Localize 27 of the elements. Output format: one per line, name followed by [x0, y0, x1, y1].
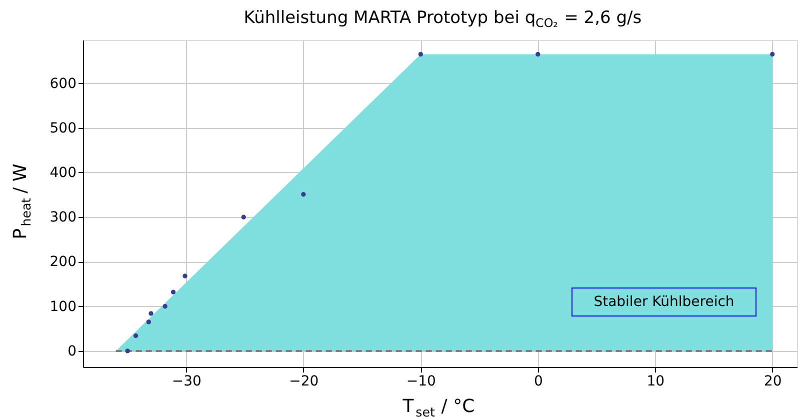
y-tick-label: 600 — [50, 76, 76, 92]
x-tick-label: 20 — [764, 374, 782, 390]
point — [536, 52, 540, 57]
x-tick-label: 10 — [646, 374, 665, 390]
y-tick-label: 200 — [50, 254, 76, 270]
y-tick-label: 300 — [50, 210, 76, 226]
point — [418, 52, 423, 57]
annotation: Stabiler Kühlbereich — [594, 294, 734, 310]
y-tick-label: 400 — [50, 164, 76, 181]
y-axis-title: Pheat / W — [10, 164, 34, 240]
point — [770, 52, 775, 57]
x-tick-label: −10 — [406, 374, 436, 390]
point — [133, 333, 138, 338]
point — [241, 214, 246, 220]
point — [182, 274, 188, 278]
x-tick-label: −30 — [172, 374, 202, 390]
x-tick-label: 0 — [534, 374, 543, 390]
point — [125, 348, 130, 354]
y-tick-label: 500 — [50, 120, 76, 136]
y-tick-label: 0 — [68, 343, 76, 360]
x-tick-label: −20 — [289, 374, 319, 390]
point — [170, 290, 176, 294]
point — [146, 320, 151, 324]
y-tick-label: 100 — [50, 298, 76, 315]
point — [301, 192, 306, 197]
point — [162, 304, 168, 309]
point — [148, 311, 154, 316]
